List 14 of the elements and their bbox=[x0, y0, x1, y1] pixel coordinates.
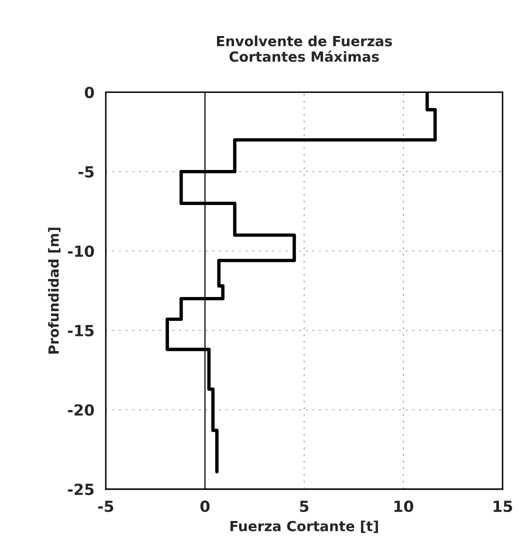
x-axis-title: Fuerza Cortante [t] bbox=[230, 520, 378, 533]
x-tick-label: 10 bbox=[394, 500, 414, 512]
y-tick-label: -5 bbox=[78, 166, 94, 178]
y-tick-label: -10 bbox=[68, 245, 94, 258]
x-tick-label: 5 bbox=[300, 500, 308, 512]
y-tick-label: -20 bbox=[68, 404, 94, 416]
y-tick-label: 0 bbox=[84, 86, 94, 98]
x-tick-label: -5 bbox=[98, 500, 114, 512]
chart-title: Envolvente de Fuerzas Cortantes Máximas bbox=[217, 36, 392, 62]
y-tick-label: -25 bbox=[68, 484, 94, 496]
y-tick-label: -15 bbox=[68, 325, 94, 336]
y-axis-title: Profundidad [m] bbox=[48, 228, 60, 354]
x-tick-label: 0 bbox=[200, 500, 210, 512]
x-tick-label: 15 bbox=[494, 500, 512, 512]
